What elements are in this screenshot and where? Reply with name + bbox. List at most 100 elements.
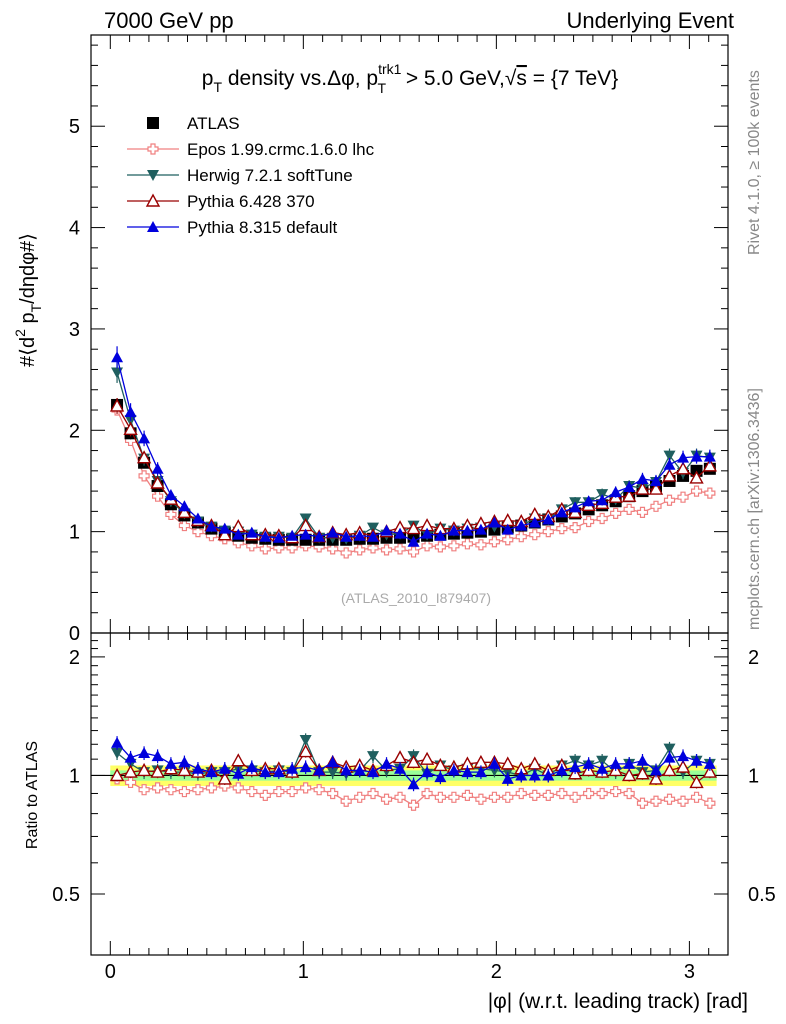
data-point-epos-1-99-crmc-1-6-0-lhc bbox=[690, 485, 703, 497]
ratio-point-pythia-8-315-default bbox=[501, 772, 514, 784]
data-point-pythia-8-315-default bbox=[582, 495, 595, 507]
data-point-pythia-6-428-370 bbox=[662, 468, 677, 482]
rivet-version-note: Rivet 4.1.0, ≥ 100k events bbox=[746, 70, 763, 255]
data-point-epos-1-99-crmc-1-6-0-lhc bbox=[677, 491, 689, 503]
ratio-point-pythia-8-315-default bbox=[596, 762, 609, 774]
data-point-epos-1-99-crmc-1-6-0-lhc bbox=[259, 543, 271, 555]
data-point-epos-1-99-crmc-1-6-0-lhc bbox=[663, 494, 676, 506]
ratio-point-pythia-8-315-default bbox=[542, 769, 555, 781]
x-tick-label: 2 bbox=[491, 961, 502, 983]
main-y-tick-label: 2 bbox=[69, 420, 80, 442]
ratio-point-epos-1-99-crmc-1-6-0-lhc bbox=[434, 791, 446, 803]
ratio-point-pythia-8-315-default bbox=[178, 756, 191, 768]
header-left-label: 7000 GeV pp bbox=[104, 8, 234, 33]
legend-marker-pythia-6-428-370 bbox=[145, 193, 161, 207]
data-point-pythia-8-315-default bbox=[434, 529, 447, 541]
ratio-y-tick-label-left: 0.5 bbox=[52, 884, 80, 906]
ratio-point-pythia-8-315-default bbox=[259, 766, 272, 778]
x-axis-label: |φ| (w.r.t. leading track) [rad] bbox=[488, 990, 748, 1013]
ratio-point-pythia-6-428-370 bbox=[177, 762, 192, 777]
data-point-pythia-6-428-370 bbox=[150, 475, 165, 489]
ratio-point-epos-1-99-crmc-1-6-0-lhc bbox=[367, 787, 379, 800]
data-point-pythia-8-315-default bbox=[528, 516, 541, 528]
legend-label-herwig-7-2-1-softtune: Herwig 7.2.1 softTune bbox=[187, 166, 353, 185]
data-point-pythia-8-315-default bbox=[191, 512, 204, 524]
data-point-pythia-8-315-default bbox=[677, 451, 690, 463]
ratio-y-tick-label-right: 2 bbox=[748, 647, 759, 669]
ratio-point-pythia-8-315-default bbox=[340, 764, 353, 776]
data-point-epos-1-99-crmc-1-6-0-lhc bbox=[421, 540, 433, 552]
data-point-epos-1-99-crmc-1-6-0-lhc bbox=[529, 529, 541, 541]
ratio-point-pythia-8-315-default bbox=[461, 766, 474, 778]
ratio-point-pythia-8-315-default bbox=[569, 761, 582, 773]
data-point-epos-1-99-crmc-1-6-0-lhc bbox=[583, 515, 595, 528]
ratio-point-epos-1-99-crmc-1-6-0-lhc bbox=[448, 791, 460, 803]
ratio-point-pythia-8-315-default bbox=[367, 766, 380, 778]
data-point-epos-1-99-crmc-1-6-0-lhc bbox=[502, 534, 514, 546]
data-point-pythia-6-428-370 bbox=[406, 521, 421, 535]
chart-title: pT density vs.Δφ, ptrk1 T > 5.0 GeV,√s = … bbox=[202, 61, 618, 96]
ratio-point-pythia-6-428-370 bbox=[231, 753, 246, 767]
data-point-pythia-8-315-default bbox=[636, 472, 649, 484]
ratio-point-epos-1-99-crmc-1-6-0-lhc bbox=[232, 782, 244, 794]
legend-marker-pythia-8-315-default bbox=[147, 221, 159, 232]
ratio-point-herwig-7-2-1-softtune bbox=[367, 751, 380, 763]
ratio-point-epos-1-99-crmc-1-6-0-lhc bbox=[690, 791, 703, 803]
data-point-pythia-6-428-370 bbox=[109, 398, 125, 412]
ratio-point-epos-1-99-crmc-1-6-0-lhc bbox=[583, 787, 595, 800]
ratio-point-epos-1-99-crmc-1-6-0-lhc bbox=[165, 784, 177, 796]
ratio-point-pythia-8-315-default bbox=[447, 764, 460, 776]
ratio-point-pythia-8-315-default bbox=[555, 764, 568, 776]
data-point-pythia-8-315-default bbox=[367, 530, 380, 542]
ratio-point-pythia-8-315-default bbox=[609, 757, 622, 769]
ratio-point-herwig-7-2-1-softtune bbox=[663, 743, 676, 755]
ratio-point-pythia-6-428-370 bbox=[675, 759, 691, 773]
data-point-pythia-6-428-370 bbox=[689, 470, 704, 484]
data-point-pythia-8-315-default bbox=[232, 528, 245, 540]
ratio-point-pythia-8-315-default bbox=[313, 764, 326, 776]
ratio-point-epos-1-99-crmc-1-6-0-lhc bbox=[421, 787, 433, 800]
ratio-point-epos-1-99-crmc-1-6-0-lhc bbox=[596, 787, 608, 800]
data-point-pythia-8-315-default bbox=[461, 524, 474, 536]
data-point-pythia-8-315-default bbox=[690, 450, 703, 462]
data-point-pythia-6-428-370 bbox=[621, 488, 637, 502]
ratio-point-epos-1-99-crmc-1-6-0-lhc bbox=[138, 784, 150, 796]
ratio-panel-frame bbox=[90, 632, 729, 956]
data-point-pythia-8-315-default bbox=[663, 458, 676, 470]
data-point-pythia-8-315-default bbox=[623, 481, 636, 493]
ratio-y-tick-label-left: 1 bbox=[69, 765, 80, 787]
data-point-pythia-6-428-370 bbox=[675, 461, 691, 475]
analysis-watermark: (ATLAS_2010_I879407) bbox=[341, 590, 491, 606]
ratio-point-epos-1-99-crmc-1-6-0-lhc bbox=[704, 797, 716, 809]
data-point-pythia-6-428-370 bbox=[136, 450, 152, 464]
data-point-epos-1-99-crmc-1-6-0-lhc bbox=[569, 521, 581, 534]
ratio-point-herwig-7-2-1-softtune bbox=[326, 767, 339, 779]
ratio-point-pythia-8-315-default bbox=[111, 736, 124, 748]
ratio-y-axis-label: Ratio to ATLAS bbox=[24, 741, 41, 849]
ratio-point-epos-1-99-crmc-1-6-0-lhc bbox=[124, 776, 137, 789]
mcplots-reference-note: mcplots.cern.ch [arXiv:1306.3436] bbox=[746, 388, 763, 630]
ratio-point-epos-1-99-crmc-1-6-0-lhc bbox=[246, 785, 258, 798]
data-point-pythia-8-315-default bbox=[609, 486, 622, 498]
data-point-epos-1-99-crmc-1-6-0-lhc bbox=[367, 542, 379, 554]
ratio-point-herwig-7-2-1-softtune bbox=[299, 735, 312, 747]
x-tick-label: 3 bbox=[684, 961, 695, 983]
legend-label-pythia-6-428-370: Pythia 6.428 370 bbox=[187, 192, 315, 211]
ratio-point-epos-1-99-crmc-1-6-0-lhc bbox=[340, 795, 352, 807]
data-point-pythia-8-315-default bbox=[124, 406, 137, 418]
ratio-point-pythia-6-428-370 bbox=[689, 774, 704, 789]
ratio-point-epos-1-99-crmc-1-6-0-lhc bbox=[636, 797, 649, 809]
data-point-epos-1-99-crmc-1-6-0-lhc bbox=[246, 540, 258, 552]
ratio-point-epos-1-99-crmc-1-6-0-lhc bbox=[354, 791, 366, 803]
data-point-pythia-8-315-default bbox=[205, 520, 218, 532]
ratio-point-epos-1-99-crmc-1-6-0-lhc bbox=[205, 782, 218, 794]
ratio-point-epos-1-99-crmc-1-6-0-lhc bbox=[542, 789, 554, 801]
ratio-y-tick-label-right: 1 bbox=[748, 765, 759, 787]
data-point-epos-1-99-crmc-1-6-0-lhc bbox=[165, 508, 177, 521]
data-point-pythia-6-428-370 bbox=[177, 504, 192, 519]
legend-label-epos-1-99-crmc-1-6-0-lhc: Epos 1.99.crmc.1.6.0 lhc bbox=[187, 140, 375, 159]
ratio-point-pythia-8-315-default bbox=[394, 762, 407, 774]
ratio-point-pythia-8-315-default bbox=[407, 778, 420, 790]
ratio-point-pythia-8-315-default bbox=[421, 766, 434, 778]
data-point-epos-1-99-crmc-1-6-0-lhc bbox=[636, 506, 649, 518]
